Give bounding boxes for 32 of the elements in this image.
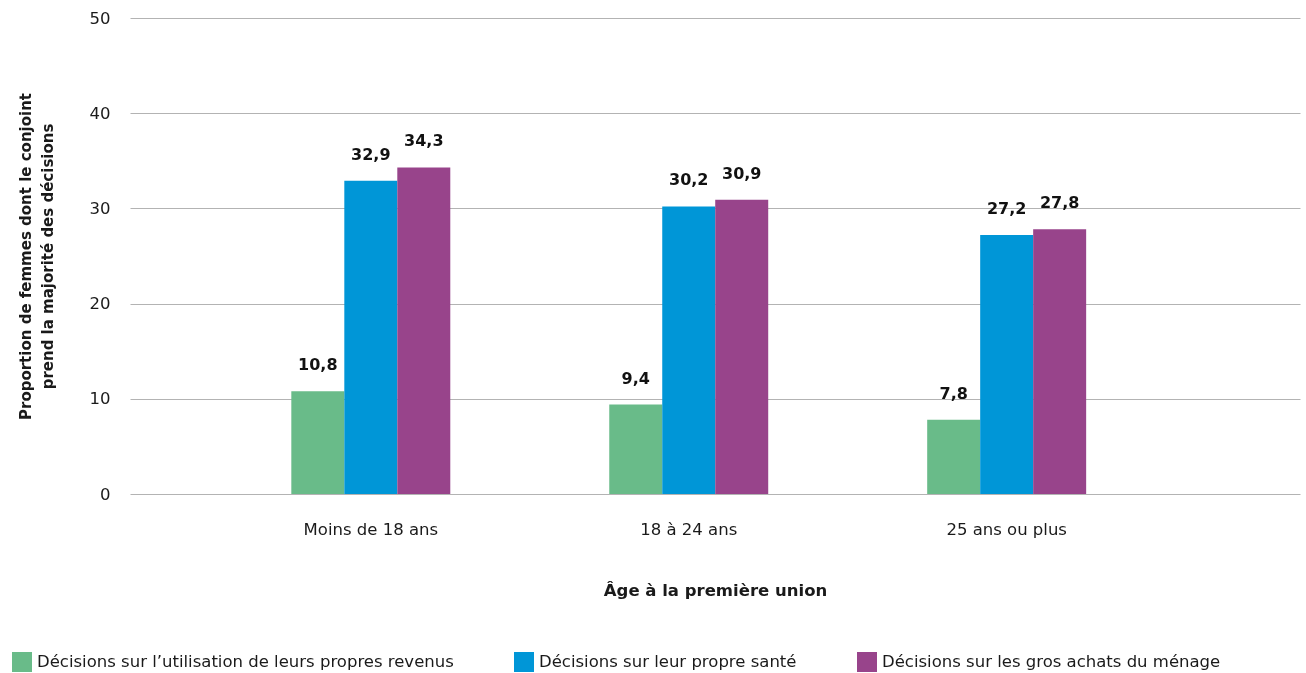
y-tick-label: 20 bbox=[89, 294, 111, 314]
data-label: 32,9 bbox=[351, 144, 391, 164]
bar bbox=[344, 180, 398, 494]
x-axis-title: Âge à la première union bbox=[603, 581, 828, 600]
y-tick-label: 10 bbox=[89, 389, 111, 409]
data-label: 27,2 bbox=[986, 199, 1027, 219]
data-label: 27,8 bbox=[1039, 193, 1080, 213]
bar bbox=[662, 206, 716, 494]
x-tick-label: 18 à 24 ans bbox=[640, 519, 738, 539]
bar bbox=[609, 404, 663, 494]
bar bbox=[927, 419, 981, 494]
legend-label: Décisions sur leur propre santé bbox=[539, 652, 797, 671]
bar bbox=[715, 199, 769, 494]
data-label: 34,3 bbox=[404, 131, 444, 151]
legend-label: Décisions sur les gros achats du ménage bbox=[882, 652, 1221, 671]
y-tick-label: 50 bbox=[89, 8, 111, 28]
y-tick-label: 30 bbox=[89, 198, 111, 218]
bar bbox=[291, 391, 345, 494]
y-axis-title: Proportion de femmes dont le conjoint prend la majorité des décisions bbox=[16, 92, 57, 421]
bar bbox=[1033, 229, 1087, 494]
x-tick-label: 25 ans ou plus bbox=[946, 519, 1067, 539]
x-tick-label: Moins de 18 ans bbox=[303, 519, 439, 539]
data-label: 30,2 bbox=[669, 170, 709, 190]
data-label: 30,9 bbox=[721, 163, 762, 183]
y-tick-label: 0 bbox=[100, 484, 111, 504]
y-tick-label: 40 bbox=[89, 103, 111, 123]
legend-label: Décisions sur l’utilisation de leurs propres revenus bbox=[37, 652, 454, 671]
data-label: 7,8 bbox=[939, 383, 968, 403]
bar bbox=[397, 167, 451, 494]
bar bbox=[980, 235, 1034, 494]
data-label: 10,8 bbox=[298, 355, 338, 375]
data-label: 9,4 bbox=[621, 368, 650, 388]
